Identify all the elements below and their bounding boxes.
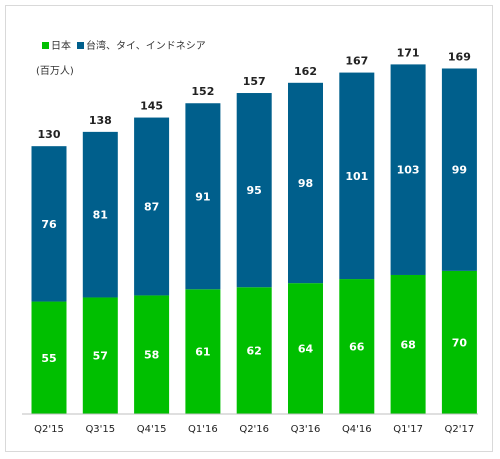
x-tick-label: Q2'15 xyxy=(34,424,64,435)
data-label-taiwan-thailand-indonesia: 99 xyxy=(452,164,467,177)
total-label: 169 xyxy=(448,50,471,63)
total-label: 145 xyxy=(140,100,163,113)
x-tick-label: Q1'16 xyxy=(188,424,218,435)
chart-frame xyxy=(5,5,493,452)
total-label: 167 xyxy=(345,55,368,68)
total-label: 157 xyxy=(243,75,266,88)
total-label: 130 xyxy=(38,128,61,141)
bar-segment-taiwan-thailand-indonesia xyxy=(390,64,426,275)
data-label-japan: 70 xyxy=(452,336,468,349)
total-label: 152 xyxy=(191,85,214,98)
data-label-japan: 66 xyxy=(349,341,365,354)
x-tick-label: Q3'16 xyxy=(291,424,321,435)
bar-segment-japan xyxy=(441,270,477,414)
data-label-taiwan-thailand-indonesia: 87 xyxy=(144,200,159,213)
bar-segment-taiwan-thailand-indonesia xyxy=(185,103,221,290)
data-label-taiwan-thailand-indonesia: 81 xyxy=(93,209,108,222)
data-label-taiwan-thailand-indonesia: 103 xyxy=(397,164,420,177)
legend-swatch-japan xyxy=(42,42,49,49)
bar-segment-taiwan-thailand-indonesia xyxy=(31,146,67,302)
bar-segment-japan xyxy=(288,283,323,414)
bar-segment-taiwan-thailand-indonesia xyxy=(288,82,323,284)
x-tick-label: Q1'17 xyxy=(393,424,423,435)
legend: 日本 台湾、タイ、インドネシア xyxy=(42,39,206,52)
bar-segment-japan xyxy=(390,274,426,414)
bar-segment-taiwan-thailand-indonesia xyxy=(236,93,272,288)
x-tick-label: Q2'17 xyxy=(445,424,475,435)
bar-segment-japan xyxy=(82,297,118,414)
data-label-taiwan-thailand-indonesia: 76 xyxy=(41,218,57,231)
legend-swatch-taiwan-thailand-indonesia xyxy=(77,42,84,49)
x-tick-label: Q4'15 xyxy=(137,424,167,435)
data-label-taiwan-thailand-indonesia: 91 xyxy=(195,190,210,203)
data-label-japan: 68 xyxy=(400,338,415,351)
data-label-japan: 64 xyxy=(298,343,314,356)
x-tick-label: Q2'16 xyxy=(239,424,269,435)
total-label: 162 xyxy=(294,65,317,78)
unit-label: (百万人) xyxy=(36,65,74,77)
data-label-japan: 61 xyxy=(195,346,210,359)
data-label-taiwan-thailand-indonesia: 101 xyxy=(345,170,368,183)
bar-segment-taiwan-thailand-indonesia xyxy=(134,117,170,296)
bar-segment-japan xyxy=(185,289,221,414)
bars-group: 55 76 130 Q2'15 57 81 138 Q3'15 58 87 145 Q4'15 61 91… xyxy=(31,46,477,435)
data-label-japan: 62 xyxy=(247,345,262,358)
bar-segment-taiwan-thailand-indonesia xyxy=(339,72,375,280)
legend-label-japan: 日本 xyxy=(51,39,71,52)
x-tick-label: Q4'16 xyxy=(342,424,372,435)
data-label-japan: 57 xyxy=(93,350,108,363)
x-tick-label: Q3'15 xyxy=(85,424,115,435)
legend-label-taiwan-thailand-indonesia: 台湾、タイ、インドネシア xyxy=(86,39,206,52)
bar-segment-taiwan-thailand-indonesia xyxy=(441,68,477,271)
data-label-japan: 55 xyxy=(41,352,56,365)
data-label-taiwan-thailand-indonesia: 98 xyxy=(298,177,313,190)
total-label: 171 xyxy=(397,46,420,59)
bar-segment-taiwan-thailand-indonesia xyxy=(82,131,118,298)
data-label-taiwan-thailand-indonesia: 95 xyxy=(247,184,262,197)
data-label-japan: 58 xyxy=(144,349,159,362)
bar-segment-japan xyxy=(236,287,272,414)
bar-segment-japan xyxy=(31,301,67,414)
bar-segment-japan xyxy=(134,295,170,414)
total-label: 138 xyxy=(89,114,112,127)
bar-segment-japan xyxy=(339,279,375,414)
